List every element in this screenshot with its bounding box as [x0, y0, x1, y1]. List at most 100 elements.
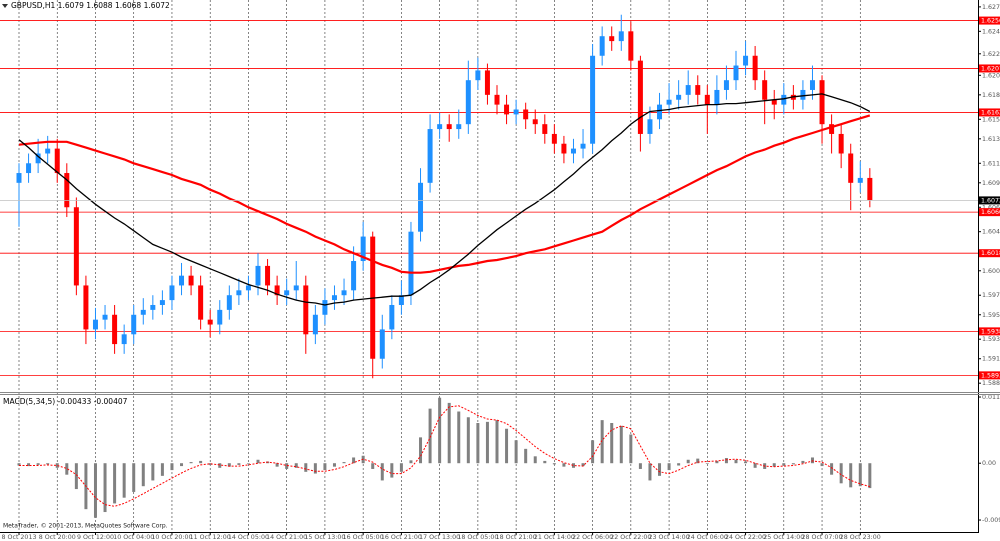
histogram-bar	[399, 463, 403, 472]
level-tag	[979, 249, 1000, 258]
candle-body	[236, 290, 242, 296]
candle-body	[274, 285, 280, 296]
x-tick-label: 16 Oct 21:00	[381, 534, 422, 541]
candle-body	[857, 177, 863, 183]
plot-layer	[0, 14, 978, 518]
histogram-bar	[199, 460, 203, 464]
x-tick-label: 9 Oct 12:00	[77, 534, 114, 541]
x-tick-label: 23 Oct 14:00	[649, 534, 690, 541]
histogram-bar	[868, 463, 872, 489]
candle-body	[609, 36, 615, 42]
dropdown-icon	[2, 4, 8, 8]
histogram-bar	[552, 463, 556, 465]
candle-body	[179, 275, 185, 286]
candle-body	[695, 85, 701, 95]
x-tick-label: 22 Oct 22:00	[610, 534, 651, 541]
candle-body	[207, 319, 213, 325]
candle-body	[102, 314, 108, 320]
x-tick-label: 22 Oct 06:00	[572, 534, 613, 541]
histogram-bar	[189, 462, 193, 464]
candle-body	[35, 153, 41, 164]
candle-body	[848, 153, 854, 183]
histogram-bar	[122, 463, 126, 498]
histogram-bar	[524, 448, 528, 464]
candle-body	[437, 124, 443, 130]
histogram-bar	[562, 463, 566, 467]
histogram-bar	[571, 463, 575, 468]
y-tick-label: 1.6000	[982, 268, 1000, 275]
histogram-bar	[46, 463, 50, 465]
candle-body	[532, 119, 538, 125]
y-tick-label: 1.6200	[982, 72, 1000, 79]
y-tick-label: 1.5910	[982, 356, 1000, 363]
candle-body	[331, 295, 337, 301]
candle-body	[121, 334, 127, 345]
candle-body	[523, 109, 529, 120]
histogram-bar	[36, 463, 40, 465]
histogram-bar	[619, 425, 623, 464]
histogram-bar	[285, 463, 289, 469]
candle-body	[284, 290, 290, 296]
histogram-bar	[55, 463, 59, 468]
x-tick-label: 8 Oct 2013	[2, 534, 37, 541]
candle-body	[743, 55, 749, 66]
histogram-bar	[438, 397, 442, 464]
histogram-bar	[457, 411, 461, 464]
candle-body	[829, 124, 835, 134]
level-label: 1.6060	[981, 209, 1000, 216]
moving-average	[18, 114, 871, 274]
histogram-bar	[782, 463, 786, 466]
candle-body	[245, 285, 251, 291]
candle-body	[484, 70, 490, 95]
histogram-bar	[791, 463, 795, 465]
x-tick-label: 24 Oct 06:00	[687, 534, 728, 541]
histogram-bar	[466, 417, 470, 464]
candle-body	[398, 295, 404, 305]
histogram-bar	[505, 428, 509, 464]
candle-body	[752, 55, 758, 81]
histogram-bar	[352, 457, 356, 464]
level-label: 1.6207	[981, 65, 1000, 72]
histogram-bar	[810, 457, 814, 464]
histogram-bar	[294, 463, 298, 468]
x-tick-label: 18 Oct 05:00	[457, 534, 498, 541]
candle-body	[198, 285, 204, 320]
histogram-bar	[801, 460, 805, 464]
x-tick-label: 28 Oct 23:00	[840, 534, 881, 541]
candle-body	[838, 133, 844, 154]
candle-body	[762, 80, 768, 100]
candle-body	[389, 304, 395, 330]
level-label: 1.6162	[981, 109, 1000, 116]
axis-layer: 8 Oct 2013 8 Oct 20:00 9 Oct 12:00 10 Oct 0…	[2, 4, 1000, 541]
level-label: 1.5938	[981, 328, 1000, 335]
level-label: 1.5893	[981, 372, 1000, 379]
candle-body	[666, 99, 672, 105]
histogram-bar	[65, 463, 69, 475]
candle-body	[16, 173, 22, 183]
histogram-bar	[256, 459, 260, 464]
candle-body	[456, 124, 462, 130]
candle-body	[704, 94, 710, 105]
histogram-bar	[93, 463, 97, 518]
candle-body	[819, 80, 825, 125]
level-tag	[979, 64, 1000, 73]
candle-body	[217, 309, 223, 325]
level-tag	[979, 371, 1000, 380]
chart-title: GBPUSD,H1 1.6079 1.6088 1.6068 1.6072	[11, 1, 170, 10]
signal-line	[19, 405, 870, 507]
histogram-bar	[629, 434, 633, 464]
candle-body	[504, 104, 510, 115]
x-tick-label: 24 Oct 22:00	[725, 534, 766, 541]
histogram-bar	[485, 421, 489, 464]
candle-body	[408, 231, 414, 296]
histogram-bar	[705, 463, 709, 464]
x-tick-label: 21 Oct 14:00	[534, 534, 575, 541]
histogram-bar	[638, 463, 642, 469]
candle-body	[446, 124, 452, 130]
level-tag	[979, 208, 1000, 217]
histogram-bar	[658, 463, 662, 476]
candle-body	[92, 319, 98, 330]
candle-body	[360, 236, 366, 262]
